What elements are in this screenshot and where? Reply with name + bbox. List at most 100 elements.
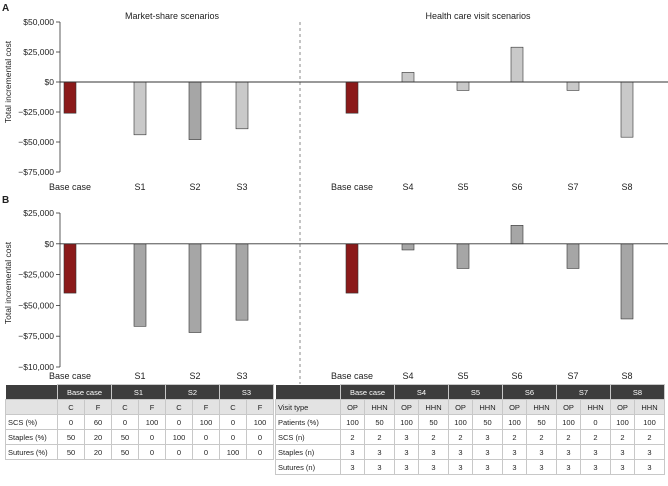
bar-s1 [133, 243, 147, 327]
table-cell: 3 [634, 459, 665, 475]
table-subheader: OP [502, 399, 527, 415]
bar-s4 [401, 243, 415, 251]
table-cell: 3 [556, 459, 581, 475]
bar-s8 [620, 81, 634, 138]
table-cell: 100 [610, 414, 635, 430]
table-subheader: F [192, 399, 220, 415]
category-label: S5 [457, 371, 468, 381]
category-label: S7 [567, 182, 578, 192]
bar-s8 [620, 243, 634, 320]
bar-s5 [456, 81, 470, 91]
y-tick-label: −$75,000 [18, 167, 54, 177]
table-cell: 3 [418, 444, 449, 460]
table-cell: 100 [138, 414, 166, 430]
table-cell: 0 [138, 429, 166, 445]
table-subheader: C [111, 399, 139, 415]
y-tick-label: $25,000 [23, 208, 54, 218]
panel-label-a: A [2, 3, 9, 14]
table-cell: 2 [526, 429, 557, 445]
category-label: S5 [457, 182, 468, 192]
table-cell: 100 [556, 414, 581, 430]
table-cell: 3 [580, 459, 611, 475]
table-cell: 3 [610, 444, 635, 460]
table-cell: 2 [634, 429, 665, 445]
table-header: S1 [111, 384, 166, 400]
table-cell: 2 [364, 429, 395, 445]
table-row-label: SCS (%) [5, 414, 58, 430]
table-subheader: HHN [634, 399, 665, 415]
category-label: Base case [331, 182, 373, 192]
table-corner [275, 384, 341, 400]
table-subheader: OP [610, 399, 635, 415]
table-corner [5, 384, 58, 400]
table-cell: 0 [580, 414, 611, 430]
panel-a-plot: $50,000 $25,000 $0 −$25,000 −$50,000 −$75,000… [18, 17, 668, 192]
bar-s2 [188, 243, 202, 333]
table-cell: 2 [418, 429, 449, 445]
category-label: S8 [621, 371, 632, 381]
table-cell: 0 [219, 414, 247, 430]
table-cell: 50 [111, 444, 139, 460]
table-cell: 2 [610, 429, 635, 445]
bar-base-case [63, 243, 77, 294]
category-label: S2 [189, 371, 200, 381]
bar-s2 [188, 81, 202, 140]
table-header: S7 [556, 384, 611, 400]
table-subheader: C [57, 399, 85, 415]
table-cell: 3 [502, 459, 527, 475]
y-tick-label: −$75,000 [18, 331, 54, 341]
category-label: S1 [134, 182, 145, 192]
table-cell: 50 [526, 414, 557, 430]
bar-s3 [235, 81, 249, 130]
section-title-market: Market-share scenarios [125, 11, 220, 21]
table-cell: 100 [340, 414, 365, 430]
table-header: S3 [219, 384, 274, 400]
table-cell: 3 [418, 459, 449, 475]
table-cell: 100 [448, 414, 473, 430]
y-tick-label: −$25,000 [18, 107, 54, 117]
cost-bar-charts: A B Market-share scenarios Health care v… [2, 3, 668, 384]
table-cell: 20 [84, 429, 112, 445]
table-cell: 50 [472, 414, 503, 430]
table-cell: 3 [394, 429, 419, 445]
table-cell: 2 [556, 429, 581, 445]
bar-base-case [345, 243, 359, 294]
table-cell: 3 [556, 444, 581, 460]
bar-s7 [566, 243, 580, 269]
category-label: Base case [331, 371, 373, 381]
table-subheader: HHN [418, 399, 449, 415]
y-tick-label: −$10,000 [18, 362, 54, 372]
table-cell: 3 [364, 459, 395, 475]
table-row-label: SCS (n) [275, 429, 341, 445]
table-cell: 3 [394, 459, 419, 475]
bar-base-case [345, 81, 359, 114]
table-cell: 2 [340, 429, 365, 445]
bar-base-case [63, 81, 77, 114]
bar-s3 [235, 243, 249, 321]
category-label: S4 [402, 371, 413, 381]
table-subheader: HHN [472, 399, 503, 415]
category-label: Base case [49, 371, 91, 381]
table-cell: 50 [57, 444, 85, 460]
table-cell: 3 [448, 459, 473, 475]
y-tick-label: $0 [45, 239, 55, 249]
table-row-label: Staples (%) [5, 429, 58, 445]
y-tick-label: −$25,000 [18, 270, 54, 280]
category-label: S3 [236, 182, 247, 192]
table-row-label: Visit type [275, 399, 341, 415]
bar-s4 [401, 72, 415, 83]
bar-s1 [133, 81, 147, 136]
table-subheader: F [138, 399, 166, 415]
table-cell: 3 [634, 444, 665, 460]
table-cell: 3 [472, 429, 503, 445]
table-cell: 0 [57, 414, 85, 430]
table-cell: 0 [246, 429, 274, 445]
table-cell: 100 [246, 414, 274, 430]
table-subheader: C [165, 399, 193, 415]
table-cell: 3 [448, 444, 473, 460]
y-tick-label: $50,000 [23, 17, 54, 27]
table-cell: 2 [448, 429, 473, 445]
table-cell: 0 [219, 429, 247, 445]
table-row-label: Sutures (n) [275, 459, 341, 475]
table-header: S5 [448, 384, 503, 400]
